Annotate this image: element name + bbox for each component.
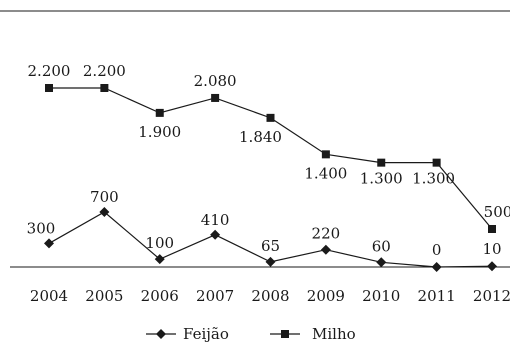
series-line-Milho (49, 87, 493, 230)
x-tick-label-2005: 2005 (85, 287, 123, 305)
legend: Feijão Milho (146, 325, 356, 343)
data-point-Milho-2004 (45, 84, 53, 92)
data-label-Milho-2005: 2.200 (83, 62, 126, 80)
data-point-Feijão-2008 (265, 256, 276, 267)
x-tick-label-2004: 2004 (30, 287, 68, 305)
legend-label-Milho: Milho (312, 325, 356, 343)
x-tick-label-2010: 2010 (362, 287, 400, 305)
data-label-Milho-2006: 1.900 (138, 123, 181, 141)
data-point-Milho-2006 (155, 108, 164, 117)
data-point-Milho-2012 (488, 225, 496, 233)
x-tick-label-2008: 2008 (251, 287, 289, 305)
data-label-Milho-2012: 500 (484, 203, 510, 221)
data-point-Milho-2011 (432, 158, 441, 167)
data-point-Milho-2005 (100, 84, 109, 92)
data-point-Milho-2007 (211, 93, 220, 102)
data-label-Milho-2004: 2.200 (28, 62, 71, 80)
data-point-Milho-2008 (266, 113, 275, 122)
x-tick-label-2012: 2012 (473, 287, 510, 305)
data-label-Feijão-2011: 0 (432, 241, 442, 259)
data-label-Feijão-2004: 300 (27, 219, 56, 237)
series-Milho: 2.200 2.200 1.900 2.080 1.840 1.400 1.300 1.300… (28, 62, 510, 233)
data-label-Feijão-2006: 100 (145, 234, 174, 252)
data-label-Feijão-2012: 10 (482, 240, 501, 258)
data-point-Feijão-2005 (99, 207, 110, 217)
data-label-Milho-2010: 1.300 (360, 170, 403, 188)
data-label-Milho-2008: 1.840 (239, 128, 282, 146)
data-point-Feijão-2007 (210, 229, 221, 240)
data-point-Feijão-2010 (376, 257, 387, 268)
data-label-Feijão-2010: 60 (372, 237, 391, 255)
x-tick-label-2007: 2007 (196, 287, 234, 305)
x-tick-label-2009: 2009 (307, 287, 345, 305)
data-label-Milho-2007: 2.080 (194, 72, 237, 90)
data-point-Milho-2009 (321, 150, 330, 159)
data-point-Feijão-2011 (431, 262, 442, 272)
data-label-Milho-2011: 1.300 (412, 170, 455, 188)
data-label-Feijão-2005: 700 (90, 188, 119, 206)
x-tick-label-2011: 2011 (418, 287, 456, 305)
data-label-Feijão-2007: 410 (201, 211, 230, 229)
legend-label-Feijão: Feijão (183, 325, 229, 343)
data-point-Milho-2010 (377, 158, 386, 167)
data-point-Feijão-2006 (154, 254, 165, 265)
data-label-Feijão-2009: 220 (312, 225, 341, 243)
x-tick-label-2006: 2006 (141, 287, 179, 305)
legend-item-Feijão: Feijão (146, 325, 229, 343)
data-point-Feijão-2004 (44, 238, 54, 249)
legend-marker-Milho (281, 330, 289, 338)
legend-marker-Feijão (156, 329, 166, 339)
x-axis-tick-labels: 2004 2005 2006 2007 2008 2009 2010 2011 2012 (30, 287, 510, 305)
data-point-Feijão-2009 (320, 244, 331, 255)
legend-item-Milho: Milho (270, 325, 356, 343)
data-label-Feijão-2008: 65 (261, 237, 280, 255)
data-point-Feijão-2012 (487, 261, 497, 272)
data-label-Milho-2009: 1.400 (304, 164, 347, 182)
series-Feijão: 300 700 100 410 65 220 60 0 10 (27, 188, 502, 272)
plot-area: 300 700 100 410 65 220 60 0 10 2.200 2.200 1.900 2.0… (27, 62, 510, 272)
